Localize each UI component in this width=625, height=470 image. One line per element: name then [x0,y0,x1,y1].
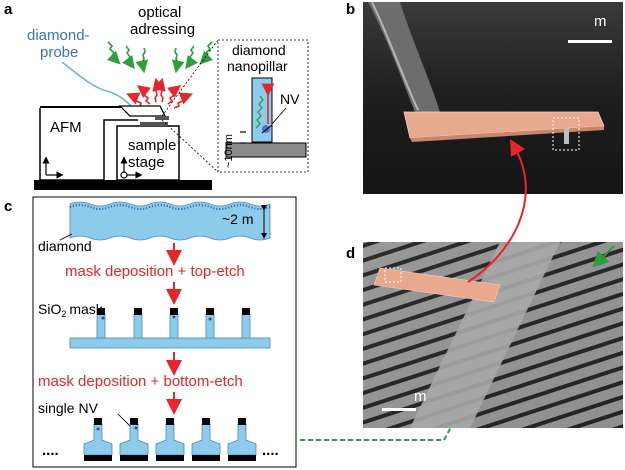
diamond-pointer [59,233,73,241]
pillar-green-arrow [255,95,264,129]
afm-base [34,180,212,190]
nanopillar-label-line1: diamond [232,42,286,58]
sample-stage-label-line1: sample [128,137,176,154]
panel-label-a: a [4,1,13,18]
scalebar-b [568,40,612,43]
axes-icon-right [120,156,143,179]
diamond-probe-label-line2: probe [40,44,78,61]
sample-surface [225,142,307,158]
nanopillar-label-line2: nanopillar [227,58,288,74]
probe-fiber [61,61,139,113]
optical-label-line1: optical [138,4,181,21]
step2-label: mask deposition + bottom-etch [38,373,243,390]
sem-tip-highlight [552,117,580,151]
sem-central-bridge [410,242,560,428]
afm-top-plate [40,106,138,108]
tip-chip [155,116,169,120]
diamond-label: diamond [38,238,92,254]
panel-d: d m [346,242,623,428]
red-link-d-to-b [467,139,527,283]
step1-label: mask deposition + top-etch [65,263,245,280]
scalebar-b-label: m [594,13,607,30]
cantilever-holder [118,105,166,117]
sample [140,122,168,126]
panel-label-c: c [4,198,12,215]
nv-label: NV [280,91,300,107]
sem-wire [368,2,440,112]
panel-c: c ~2 m diamond mask deposition + top-etc… [4,196,297,468]
sem-tip [564,128,569,144]
zoom-lines [161,39,309,173]
sem-highlighted-cantilever [373,267,501,303]
sem-d-tip-highlight [384,267,402,283]
panel-a: a diamond- probe optical adressing [4,1,309,190]
red-emission-arrows [126,77,193,109]
sem-wire-highlight [371,1,419,111]
panel-label-d: d [346,245,355,262]
distance-label: ~10nm [223,134,235,168]
green-arrow-d-top [592,245,615,268]
nv-pointer [271,107,287,125]
dots-right: .... [262,442,279,459]
top-etched-structure [69,308,271,349]
nv-axis [261,124,273,134]
sample-stage-label-line2: stage [128,154,165,171]
diamond-slab [69,201,271,241]
scalebar-d [382,408,416,411]
panel-b: b m [346,1,623,194]
afm-label: AFM [50,119,82,136]
green-excitation-arrows [106,41,214,74]
scalebar-d-label: m [414,388,427,405]
axes-icon-left [42,156,64,179]
panel-label-b: b [346,1,355,18]
process-box [32,196,297,468]
optical-label-line2: adressing [130,21,195,38]
single-nv-label: single NV [38,400,99,416]
thickness-label: ~2 m [222,211,254,227]
diamond-probe-label-line1: diamond- [27,27,90,44]
dots-left: .... [42,442,59,459]
bottom-etched-structure [83,418,257,461]
mask-label: SiO2 mask [38,301,104,319]
sem-cantilever-side [410,126,604,142]
